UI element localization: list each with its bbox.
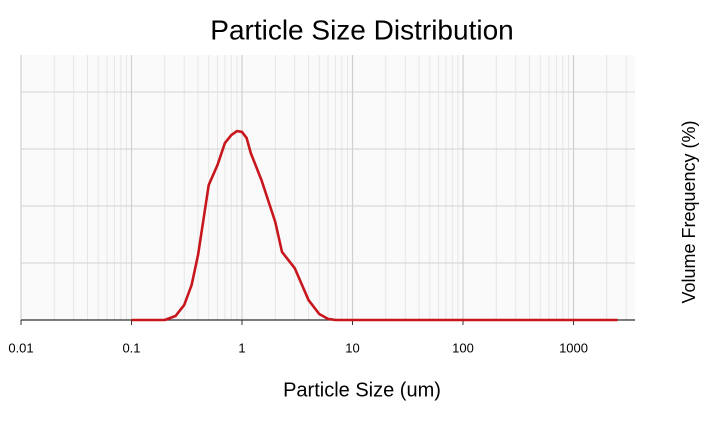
y-axis-label: Volume Frequency (%) xyxy=(679,120,699,303)
data-line xyxy=(131,129,618,322)
x-tick-label: 1000 xyxy=(559,340,588,355)
x-axis-label: Particle Size (um) xyxy=(283,379,441,401)
x-tick-label: 100 xyxy=(452,340,474,355)
x-tick-label: 1 xyxy=(238,340,245,355)
x-tick-label: 0.1 xyxy=(122,340,140,355)
grid xyxy=(20,55,635,321)
x-tick-label: 10 xyxy=(345,340,359,355)
x-tick-label: 0.01 xyxy=(8,340,33,355)
chart-title: Particle Size Distribution xyxy=(210,14,513,45)
